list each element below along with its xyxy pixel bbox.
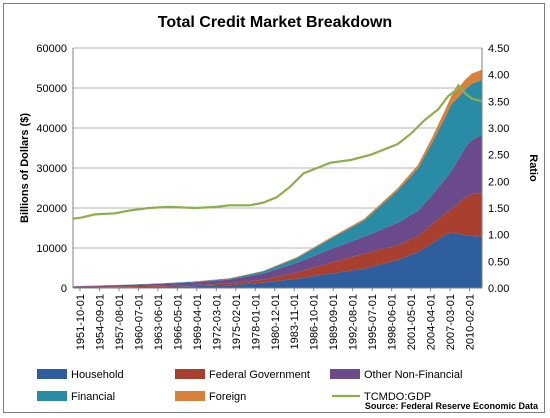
y-tick-label: 20000 — [36, 203, 67, 215]
y2-tick-label: 4.00 — [488, 70, 509, 82]
legend-label: Foreign — [209, 391, 246, 403]
legend-item: Household — [37, 369, 124, 381]
legend-item: Federal Government — [175, 369, 310, 381]
legend: Household Federal Government Other Non-Fin… — [37, 369, 462, 403]
chart-frame — [3, 3, 545, 413]
area-other-non-financial — [73, 134, 482, 287]
line-tcmdo-gdp — [72, 83, 483, 220]
y-tick-label: 30000 — [36, 163, 67, 175]
x-tick-label: 1986-10-01 — [309, 294, 321, 350]
y2-tick-label: 1.00 — [488, 230, 509, 242]
source-note: Source: Federal Reserve Economic Data — [365, 401, 539, 411]
legend-swatch — [37, 369, 67, 379]
y-tick-label: 50000 — [36, 83, 67, 95]
legend-item: Financial — [37, 391, 115, 403]
x-tick-label: 1963-06-01 — [153, 294, 165, 350]
y-tick-label: 10000 — [36, 243, 67, 255]
area-federal-government — [73, 192, 482, 288]
x-tick-label: 1951-10-01 — [75, 294, 87, 350]
x-tick-label: 1983-11-01 — [289, 294, 301, 349]
x-tick-label: 2004-04-01 — [426, 294, 438, 350]
y-axis-label: Billions of Dollars ($) — [19, 113, 31, 223]
y2-tick-label: 1.50 — [488, 203, 509, 215]
y-tick-label: 40000 — [36, 123, 67, 135]
legend-swatch — [37, 391, 67, 401]
y-tick-label: 0 — [61, 283, 67, 295]
legend-label: Federal Government — [209, 369, 310, 381]
legend-item: Foreign — [175, 391, 246, 403]
y2-tick-label: 0.00 — [488, 283, 509, 295]
legend-label: Financial — [71, 391, 115, 403]
x-tick-label: 2010-02-01 — [465, 294, 477, 350]
x-tick-label: 1972-03-01 — [211, 294, 223, 350]
x-tick-label: 1954-09-01 — [94, 294, 106, 350]
legend-item: Other Non-Financial — [330, 369, 462, 381]
y2-axis-label: Ratio — [527, 154, 539, 182]
x-tick-label: 2001-05-01 — [406, 294, 418, 350]
area-household — [73, 232, 482, 288]
legend-label: Other Non-Financial — [364, 369, 462, 381]
plot-area: 0 10000 20000 30000 40000 50000 60000 0.00 0.50 1… — [36, 43, 509, 350]
legend-label: Household — [71, 369, 124, 381]
legend-swatch — [175, 369, 205, 379]
x-tick-label: 1975-02-01 — [231, 294, 243, 350]
x-tick-label: 1978-01-01 — [250, 294, 262, 350]
x-tick-label: 1969-04-01 — [192, 294, 204, 350]
chart-title: Total Credit Market Breakdown — [158, 14, 392, 31]
legend-swatch — [175, 391, 205, 401]
y-tick-label: 60000 — [36, 43, 67, 55]
y2-tick-label: 3.50 — [488, 96, 509, 108]
y2-tick-label: 2.50 — [488, 150, 509, 162]
x-tick-label: 1960-07-01 — [133, 294, 145, 350]
x-tick-label: 2007-03-01 — [445, 294, 457, 350]
x-tick-label: 1989-09-01 — [328, 294, 340, 350]
legend-label: TCMDO:GDP — [364, 391, 431, 403]
legend-swatch — [330, 369, 360, 379]
x-tick-label: 1966-05-01 — [172, 294, 184, 350]
x-tick-label: 1998-06-01 — [387, 294, 399, 350]
x-tick-label: 1957-08-01 — [114, 294, 126, 350]
x-tick-label: 1995-07-01 — [367, 294, 379, 350]
legend-item: TCMDO:GDP — [332, 391, 431, 403]
x-tick-label: 1980-12-01 — [270, 294, 282, 350]
y2-tick-label: 4.50 — [488, 43, 509, 55]
x-tick-label: 1992-08-01 — [348, 294, 360, 350]
y2-tick-label: 2.00 — [488, 176, 509, 188]
y2-tick-label: 3.00 — [488, 123, 509, 135]
y2-tick-label: 0.50 — [488, 256, 509, 268]
